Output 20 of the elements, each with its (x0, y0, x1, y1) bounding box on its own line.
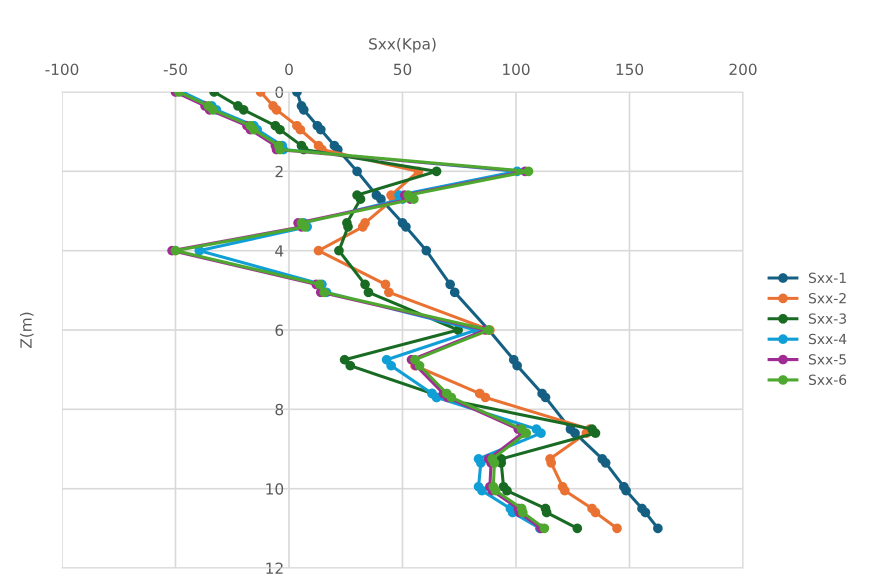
x-tick-label: 200 (730, 64, 757, 76)
y-tick-label: 8 (275, 404, 284, 416)
y-axis-title: Z(m) (20, 312, 34, 348)
legend-label: Sxx-5 (808, 354, 846, 365)
y-tick-label: 4 (275, 245, 284, 256)
y-tick-label: 10 (266, 483, 284, 495)
x-tick-label: 100 (503, 64, 530, 76)
x-tick-label: 50 (394, 64, 412, 76)
y-tick-label: 2 (276, 166, 283, 178)
x-tick-label: 150 (616, 64, 644, 76)
x-tick-label: 0 (285, 64, 293, 76)
x-tick-label: -50 (164, 64, 187, 76)
y-tick-label: 6 (275, 324, 284, 336)
legend-label: Sxx-4 (808, 334, 846, 344)
legend-label: Sxx-6 (808, 374, 846, 385)
legend-label: Sxx-1 (808, 272, 846, 284)
legend-label: Sxx-3 (808, 313, 846, 324)
x-tick-label: -100 (45, 64, 78, 76)
x-axis-title: Sxx(Kpa) (369, 38, 436, 53)
legend-label: Sxx-2 (808, 292, 846, 304)
